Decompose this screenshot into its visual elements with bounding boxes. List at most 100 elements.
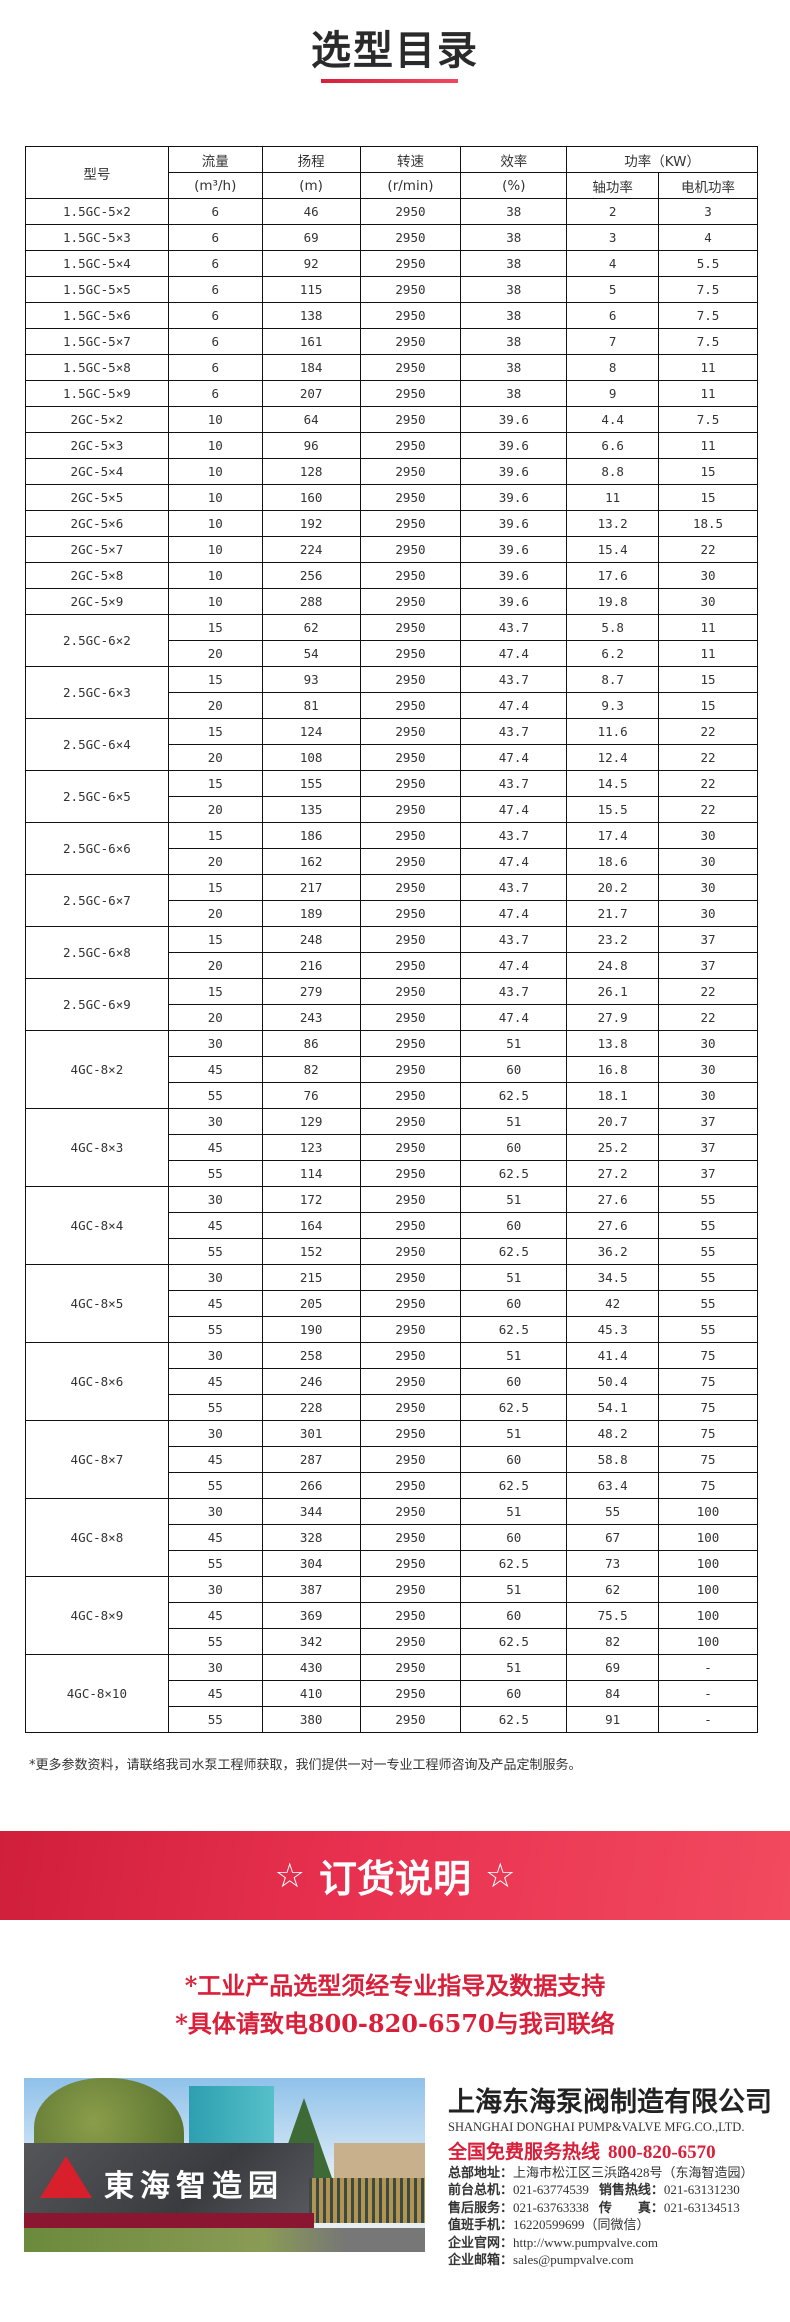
- email-label: 企业邮箱：: [448, 2252, 514, 2268]
- company-name-en: SHANGHAI DONGHAI PUMP&VALVE MFG.CO.,LTD.: [448, 2120, 745, 2134]
- cell-model: 2.5GC-6×7: [25, 874, 169, 927]
- hotline-number[interactable]: 800-820-6570: [608, 2142, 716, 2163]
- website-link[interactable]: http://www.pumpvalve.com: [513, 2234, 659, 2250]
- cell-model: 4GC-8×10: [25, 1654, 169, 1733]
- cell-shaft-power: 63.4: [566, 1472, 660, 1499]
- cell-speed: 2950: [359, 1576, 462, 1603]
- cell-shaft-power: 6.6: [566, 432, 660, 459]
- cell-motor-power: 75: [658, 1394, 758, 1421]
- cell-shaft-power: 16.8: [566, 1056, 660, 1083]
- order-banner: ☆ 订货说明 ☆: [0, 1831, 790, 1920]
- cell-speed: 2950: [359, 822, 462, 849]
- cell-speed: 2950: [359, 848, 462, 875]
- cell-motor-power: 15: [658, 458, 758, 485]
- cell-speed: 2950: [359, 1446, 462, 1473]
- cell-head: 410: [261, 1680, 361, 1707]
- cell-head: 344: [261, 1498, 361, 1525]
- cell-flow: 10: [167, 406, 263, 433]
- table-row: 45 205 2950 60 42 55: [26, 1290, 758, 1317]
- cell-head: 54: [261, 640, 361, 667]
- table-row: 55 342 2950 62.5 82 100: [26, 1628, 758, 1655]
- email-link[interactable]: sales@pumpvalve.com: [513, 2252, 634, 2268]
- cell-head: 86: [261, 1030, 361, 1057]
- cell-speed: 2950: [359, 770, 462, 797]
- banner-title: 订货说明: [318, 1857, 471, 1901]
- cell-flow: 10: [167, 588, 263, 615]
- table-row: 55 76 2950 62.5 18.1 30: [26, 1082, 758, 1109]
- cell-shaft-power: 27.6: [566, 1212, 660, 1239]
- cell-shaft-power: 11: [566, 484, 660, 511]
- cell-speed: 2950: [359, 1420, 462, 1447]
- cell-speed: 2950: [359, 926, 462, 953]
- cell-flow: 30: [167, 1186, 263, 1213]
- cell-efficiency: 62.5: [460, 1706, 568, 1733]
- cell-shaft-power: 82: [566, 1628, 660, 1655]
- cell-motor-power: 3: [658, 198, 758, 225]
- cell-flow: 20: [167, 796, 263, 823]
- photo-gate: [309, 2178, 425, 2223]
- cell-motor-power: 55: [658, 1290, 758, 1317]
- cell-head: 192: [261, 510, 361, 537]
- table-row: 45 164 2950 60 27.6 55: [26, 1212, 758, 1239]
- cell-speed: 2950: [359, 666, 462, 693]
- table-row: 20 216 2950 47.4 24.8 37: [26, 952, 758, 979]
- cell-shaft-power: 18.6: [566, 848, 660, 875]
- table-row: 55 114 2950 62.5 27.2 37: [26, 1160, 758, 1187]
- cell-flow: 30: [167, 1108, 263, 1135]
- cell-efficiency: 60: [460, 1446, 568, 1473]
- cell-efficiency: 60: [460, 1680, 568, 1707]
- cell-speed: 2950: [359, 1368, 462, 1395]
- cell-motor-power: 15: [658, 666, 758, 693]
- cell-head: 138: [261, 302, 361, 329]
- cell-shaft-power: 27.6: [566, 1186, 660, 1213]
- cell-head: 207: [261, 380, 361, 407]
- cell-motor-power: 5.5: [658, 250, 758, 277]
- cell-shaft-power: 15.5: [566, 796, 660, 823]
- table-row: 2GC-5×5 10 160 2950 39.6 11 15: [25, 484, 758, 511]
- address-value: 上海市松江区三浜路428号（东海智造园）: [513, 2165, 754, 2180]
- cell-flow: 20: [167, 1004, 263, 1031]
- cell-shaft-power: 24.8: [566, 952, 660, 979]
- table-row: 2.5GC-6×8 15 248 2950 43.7 23.2 37: [25, 926, 758, 979]
- table-row: 4GC-8×3 30 129 2950 51 20.7 37: [25, 1108, 758, 1187]
- cell-flow: 30: [167, 1498, 263, 1525]
- cell-head: 81: [261, 692, 361, 719]
- cell-motor-power: 55: [658, 1316, 758, 1343]
- table-row: 2GC-5×6 10 192 2950 39.6 13.2 18.5: [25, 510, 758, 537]
- table-row: 1.5GC-5×7 6 161 2950 38 7 7.5: [25, 328, 758, 355]
- cell-efficiency: 39.6: [460, 458, 568, 485]
- cell-speed: 2950: [359, 432, 462, 459]
- cell-model: 2GC-5×9: [25, 588, 169, 615]
- cell-efficiency: 51: [460, 1654, 568, 1681]
- cell-motor-power: 100: [658, 1602, 758, 1629]
- cell-speed: 2950: [359, 588, 462, 615]
- cell-shaft-power: 19.8: [566, 588, 660, 615]
- unit-speed: (r/min): [359, 172, 462, 199]
- table-row: 1.5GC-5×6 6 138 2950 38 6 7.5: [25, 302, 758, 329]
- cell-efficiency: 62.5: [460, 1160, 568, 1187]
- cell-head: 135: [261, 796, 361, 823]
- cell-model: 1.5GC-5×7: [25, 328, 169, 355]
- cell-shaft-power: 8.7: [566, 666, 660, 693]
- cell-flow: 15: [167, 822, 263, 849]
- cell-flow: 6: [167, 250, 263, 277]
- cell-motor-power: 55: [658, 1212, 758, 1239]
- table-row: 2GC-5×8 10 256 2950 39.6 17.6 30: [25, 562, 758, 589]
- cell-efficiency: 47.4: [460, 1004, 568, 1031]
- header-efficiency: 效率: [460, 146, 568, 173]
- cell-motor-power: 75: [658, 1368, 758, 1395]
- cell-model: 2.5GC-6×2: [25, 614, 169, 667]
- cell-model: 1.5GC-5×2: [25, 198, 169, 225]
- cell-efficiency: 47.4: [460, 900, 568, 927]
- cell-head: 279: [261, 978, 361, 1005]
- cell-efficiency: 38: [460, 250, 568, 277]
- cell-head: 387: [261, 1576, 361, 1603]
- cell-head: 369: [261, 1602, 361, 1629]
- cell-speed: 2950: [359, 640, 462, 667]
- cell-speed: 2950: [359, 510, 462, 537]
- cell-shaft-power: 34.5: [566, 1264, 660, 1291]
- header-motor-power: 电机功率: [658, 172, 758, 199]
- cell-speed: 2950: [359, 224, 462, 251]
- cell-head: 76: [261, 1082, 361, 1109]
- cell-speed: 2950: [359, 1524, 462, 1551]
